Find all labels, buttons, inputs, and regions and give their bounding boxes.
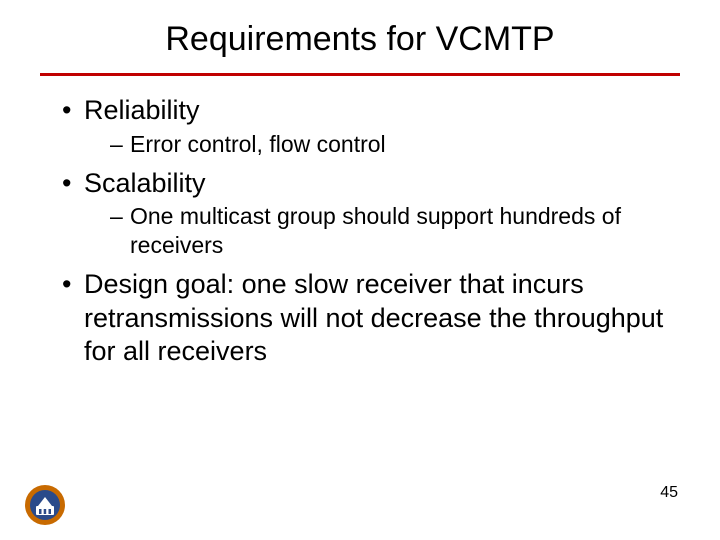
list-item: Scalability One multicast group should s…: [64, 167, 680, 260]
page-title: Requirements for VCMTP: [40, 20, 680, 59]
title-divider: [40, 73, 680, 76]
sub-bullet-text: One multicast group should support hundr…: [130, 203, 621, 258]
list-item: Error control, flow control: [112, 130, 680, 159]
bullet-text: Design goal: one slow receiver that incu…: [84, 269, 663, 367]
bullet-text: Reliability: [84, 95, 200, 125]
logo-icon: [24, 484, 66, 526]
bullet-list: Reliability Error control, flow control …: [40, 94, 680, 369]
sub-list: Error control, flow control: [84, 130, 680, 159]
slide: Requirements for VCMTP Reliability Error…: [0, 0, 720, 540]
sub-bullet-text: Error control, flow control: [130, 131, 386, 157]
sub-list: One multicast group should support hundr…: [84, 202, 680, 260]
list-item: Design goal: one slow receiver that incu…: [64, 268, 680, 369]
bullet-text: Scalability: [84, 168, 206, 198]
slide-number: 45: [660, 484, 678, 502]
list-item: Reliability Error control, flow control: [64, 94, 680, 159]
list-item: One multicast group should support hundr…: [112, 202, 680, 260]
